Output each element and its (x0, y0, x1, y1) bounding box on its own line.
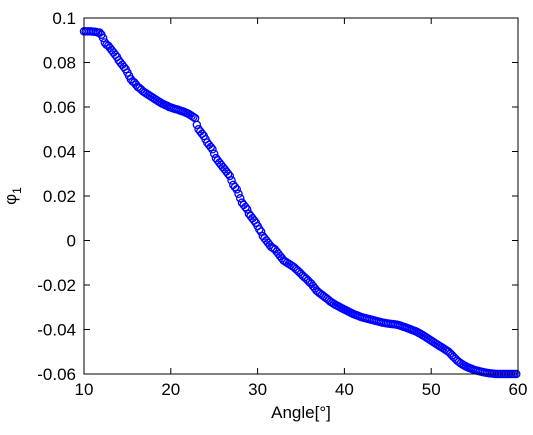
y-tick-label: 0.1 (52, 9, 76, 28)
data-point (230, 182, 240, 192)
y-tick-label: 0.04 (43, 143, 76, 162)
data-point (227, 176, 236, 185)
x-tick-label: 40 (335, 380, 354, 399)
x-tick-label: 60 (509, 380, 528, 399)
data-point (225, 171, 235, 181)
x-tick-label: 50 (422, 380, 441, 399)
y-axis-label-main: φ (1, 194, 20, 205)
data-point (256, 227, 266, 236)
y-tick-label: -0.02 (37, 276, 76, 295)
plot-frame (83, 17, 519, 375)
data-point (241, 202, 250, 212)
y-tick-label: -0.04 (37, 321, 76, 340)
data-point (189, 112, 198, 122)
data-point (232, 185, 242, 194)
y-axis-label-subscript: 1 (10, 187, 24, 194)
data-points (79, 27, 521, 379)
data-point (208, 145, 217, 154)
x-tick-label: 30 (248, 380, 267, 399)
y-tick-label: 0.06 (43, 98, 76, 117)
y-axis-ticks: -0.06 -0.04 -0.02 0 0.02 0.04 0.06 0.08 0.1 (37, 9, 518, 384)
y-axis-label: φ1 (1, 187, 24, 205)
x-tick-label: 20 (161, 380, 180, 399)
y-tick-label: 0.02 (43, 187, 76, 206)
data-point (235, 193, 245, 203)
y-tick-label: 0 (67, 232, 76, 251)
data-point (192, 120, 202, 130)
data-point (98, 33, 108, 43)
data-point (255, 225, 264, 234)
y-tick-label: 0.08 (43, 54, 76, 73)
data-point (223, 169, 233, 178)
data-point (209, 149, 219, 158)
y-tick-label: -0.06 (37, 365, 76, 384)
data-point (206, 142, 215, 152)
plot-area (84, 18, 518, 374)
data-point (242, 205, 252, 214)
x-axis-label: Angle[°] (271, 403, 331, 422)
data-point (234, 189, 243, 199)
x-tick-label: 10 (75, 380, 94, 399)
